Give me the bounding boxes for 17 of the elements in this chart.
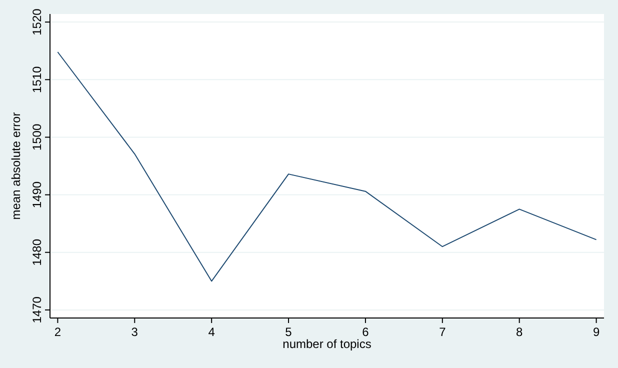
x-tick-label: 4 bbox=[208, 325, 216, 339]
y-tick-label: 1500 bbox=[30, 124, 44, 151]
x-tick-label: 5 bbox=[285, 325, 292, 339]
y-axis-title: mean absolute error bbox=[9, 112, 23, 220]
y-tick-label: 1470 bbox=[30, 296, 44, 324]
line-series bbox=[57, 52, 597, 282]
x-tick-label: 8 bbox=[516, 325, 524, 339]
x-tick-label: 7 bbox=[439, 325, 446, 339]
y-tick-label: 1490 bbox=[30, 181, 44, 208]
x-tick-label: 2 bbox=[54, 325, 62, 339]
x-axis-title: number of topics bbox=[282, 337, 372, 351]
x-tick-label: 9 bbox=[592, 325, 600, 339]
y-tick-label: 1520 bbox=[30, 8, 44, 36]
y-tick-label: 1510 bbox=[30, 66, 44, 93]
y-tick-label: 1480 bbox=[30, 238, 44, 266]
x-tick-label: 6 bbox=[362, 325, 370, 339]
x-tick-label: 3 bbox=[131, 325, 138, 339]
